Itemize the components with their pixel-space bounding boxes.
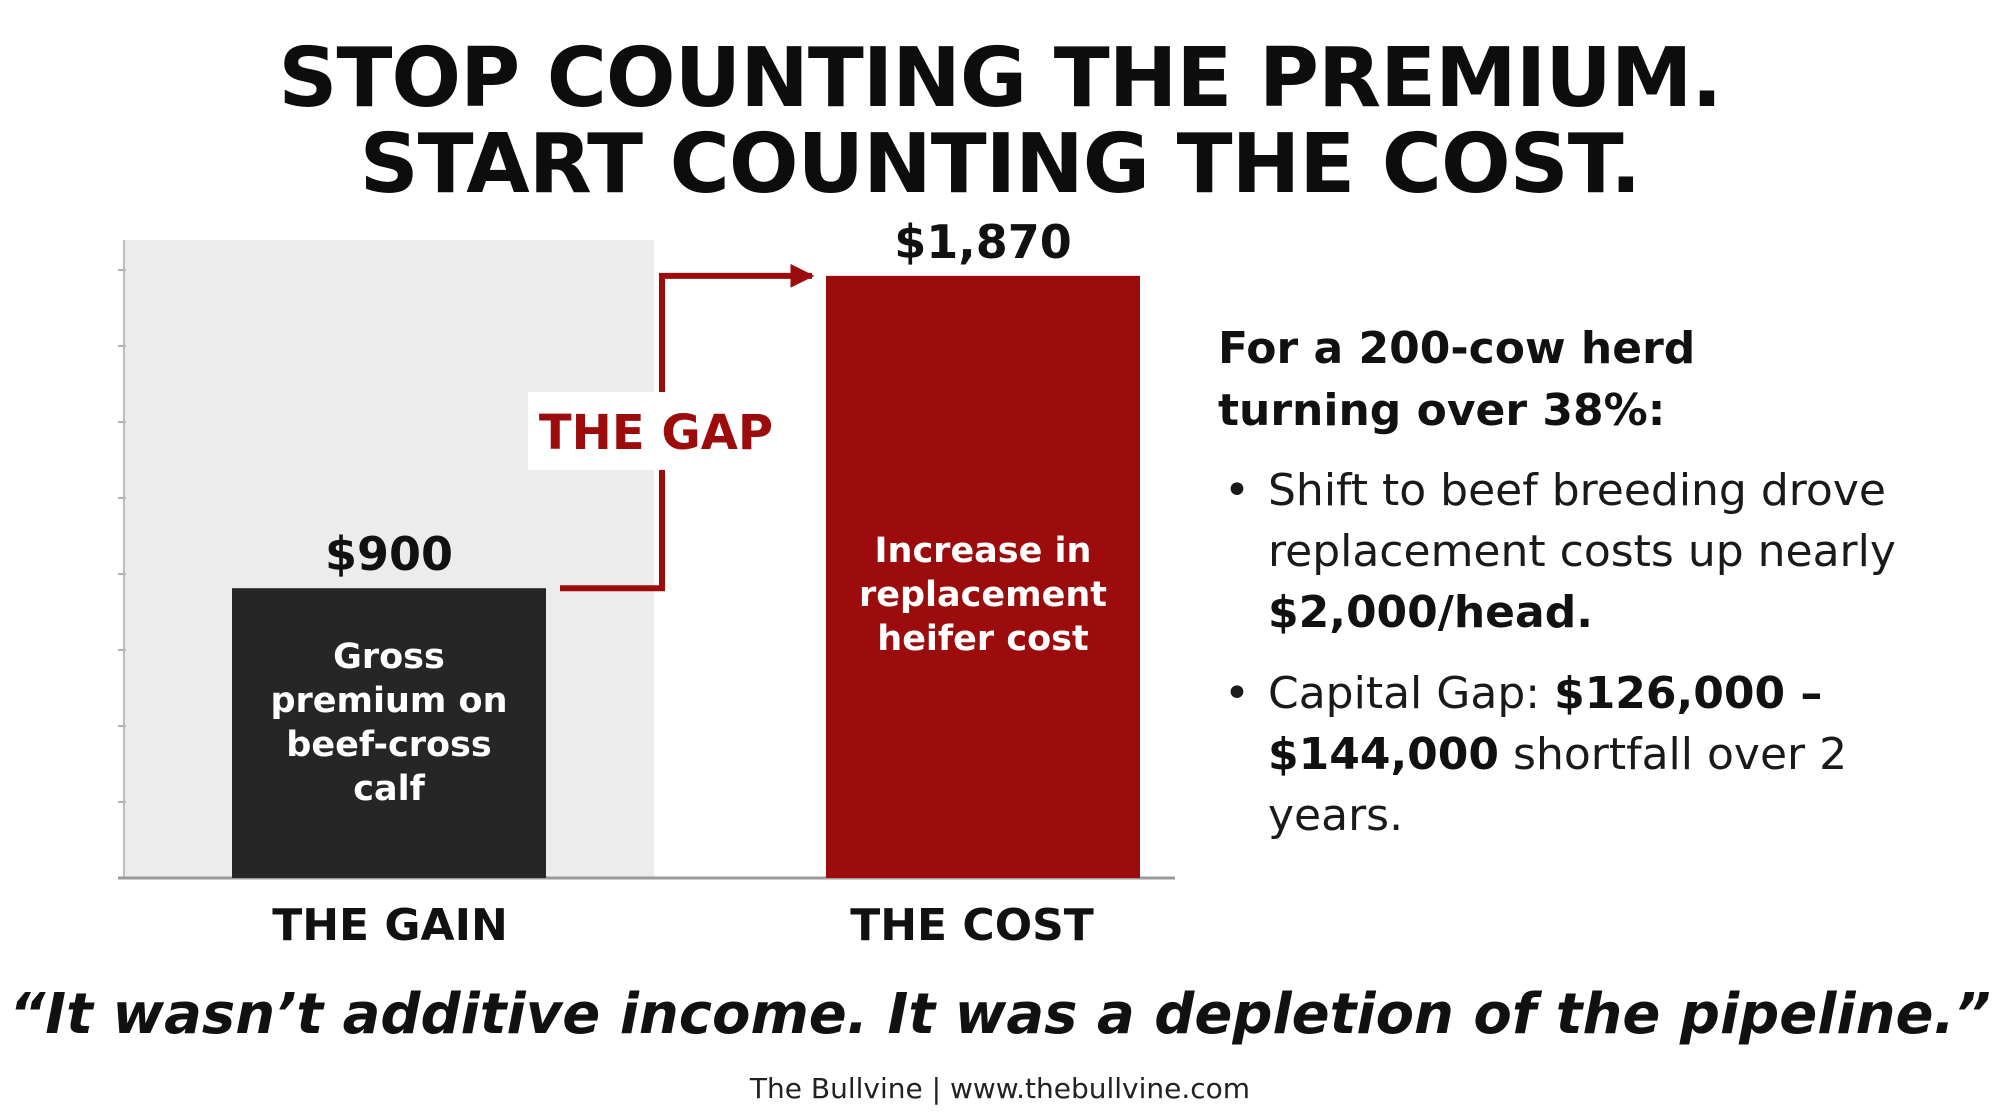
herd-summary: For a 200-cow herd turning over 38%: • S… (1218, 318, 1978, 866)
value-label-gain: $900 (325, 527, 453, 581)
value-label-cost: $1,870 (894, 215, 1072, 269)
bullet-dot-icon: • (1224, 668, 1250, 719)
bar-description-cost: Increase in replacement heifer cost (859, 531, 1107, 659)
pull-quote: “It wasn’t additive income. It was a dep… (9, 982, 1991, 1047)
category-label-cost: THE COST (850, 900, 1094, 951)
bar-the-cost (826, 275, 1140, 878)
gain-description-line: premium on (270, 681, 507, 721)
headline: STOP COUNTING THE PREMIUM. START COUNTIN… (0, 36, 2000, 208)
bullet-1-bold: $2,000/head. (1268, 587, 1593, 638)
cost-description-line: Increase in (875, 531, 1092, 571)
headline-line-2: START COUNTING THE COST. (359, 117, 1642, 212)
category-label-gain: THE GAIN (272, 900, 508, 951)
bullet-replacement-cost: • Shift to beef breeding drove replaceme… (1218, 460, 1978, 643)
summary-bullets: • Shift to beef breeding drove replaceme… (1218, 460, 1978, 846)
gain-description-line: calf (353, 769, 425, 809)
bullet-2-text-1: Capital Gap: (1268, 668, 1555, 719)
bullet-dot-icon: • (1224, 465, 1250, 516)
gap-label: THE GAP (539, 405, 773, 461)
gain-vs-cost-chart: THE GAP $900 $1,870 THE GAIN THE COST Gr… (118, 215, 1175, 951)
cost-description-line: heifer cost (877, 619, 1088, 659)
bullet-2-text-2: shortfall over 2 years. (1268, 729, 1848, 841)
summary-heading-line-1: For a 200-cow herd (1218, 323, 1696, 374)
summary-heading: For a 200-cow herd turning over 38%: (1218, 318, 1978, 442)
gain-description-line: beef-cross (286, 725, 491, 765)
source-credit: The Bullvine | www.thebullvine.com (749, 1072, 1251, 1105)
cost-description-line: replacement (859, 575, 1107, 615)
bullet-capital-gap: • Capital Gap: $126,000 – $144,000 short… (1218, 663, 1978, 846)
summary-heading-line-2: turning over 38%: (1218, 385, 1666, 436)
bar-description-gain: Gross premium on beef-cross calf (270, 637, 507, 809)
bar-the-gain (232, 588, 546, 878)
bullet-2-bold: $126,000 – $144,000 (1268, 668, 1823, 780)
bullet-1-text: Shift to beef breeding drove replacement… (1268, 465, 1896, 577)
gain-description-line: Gross (333, 637, 445, 677)
gap-label-background (528, 392, 784, 470)
headline-line-1: STOP COUNTING THE PREMIUM. (278, 31, 1722, 126)
